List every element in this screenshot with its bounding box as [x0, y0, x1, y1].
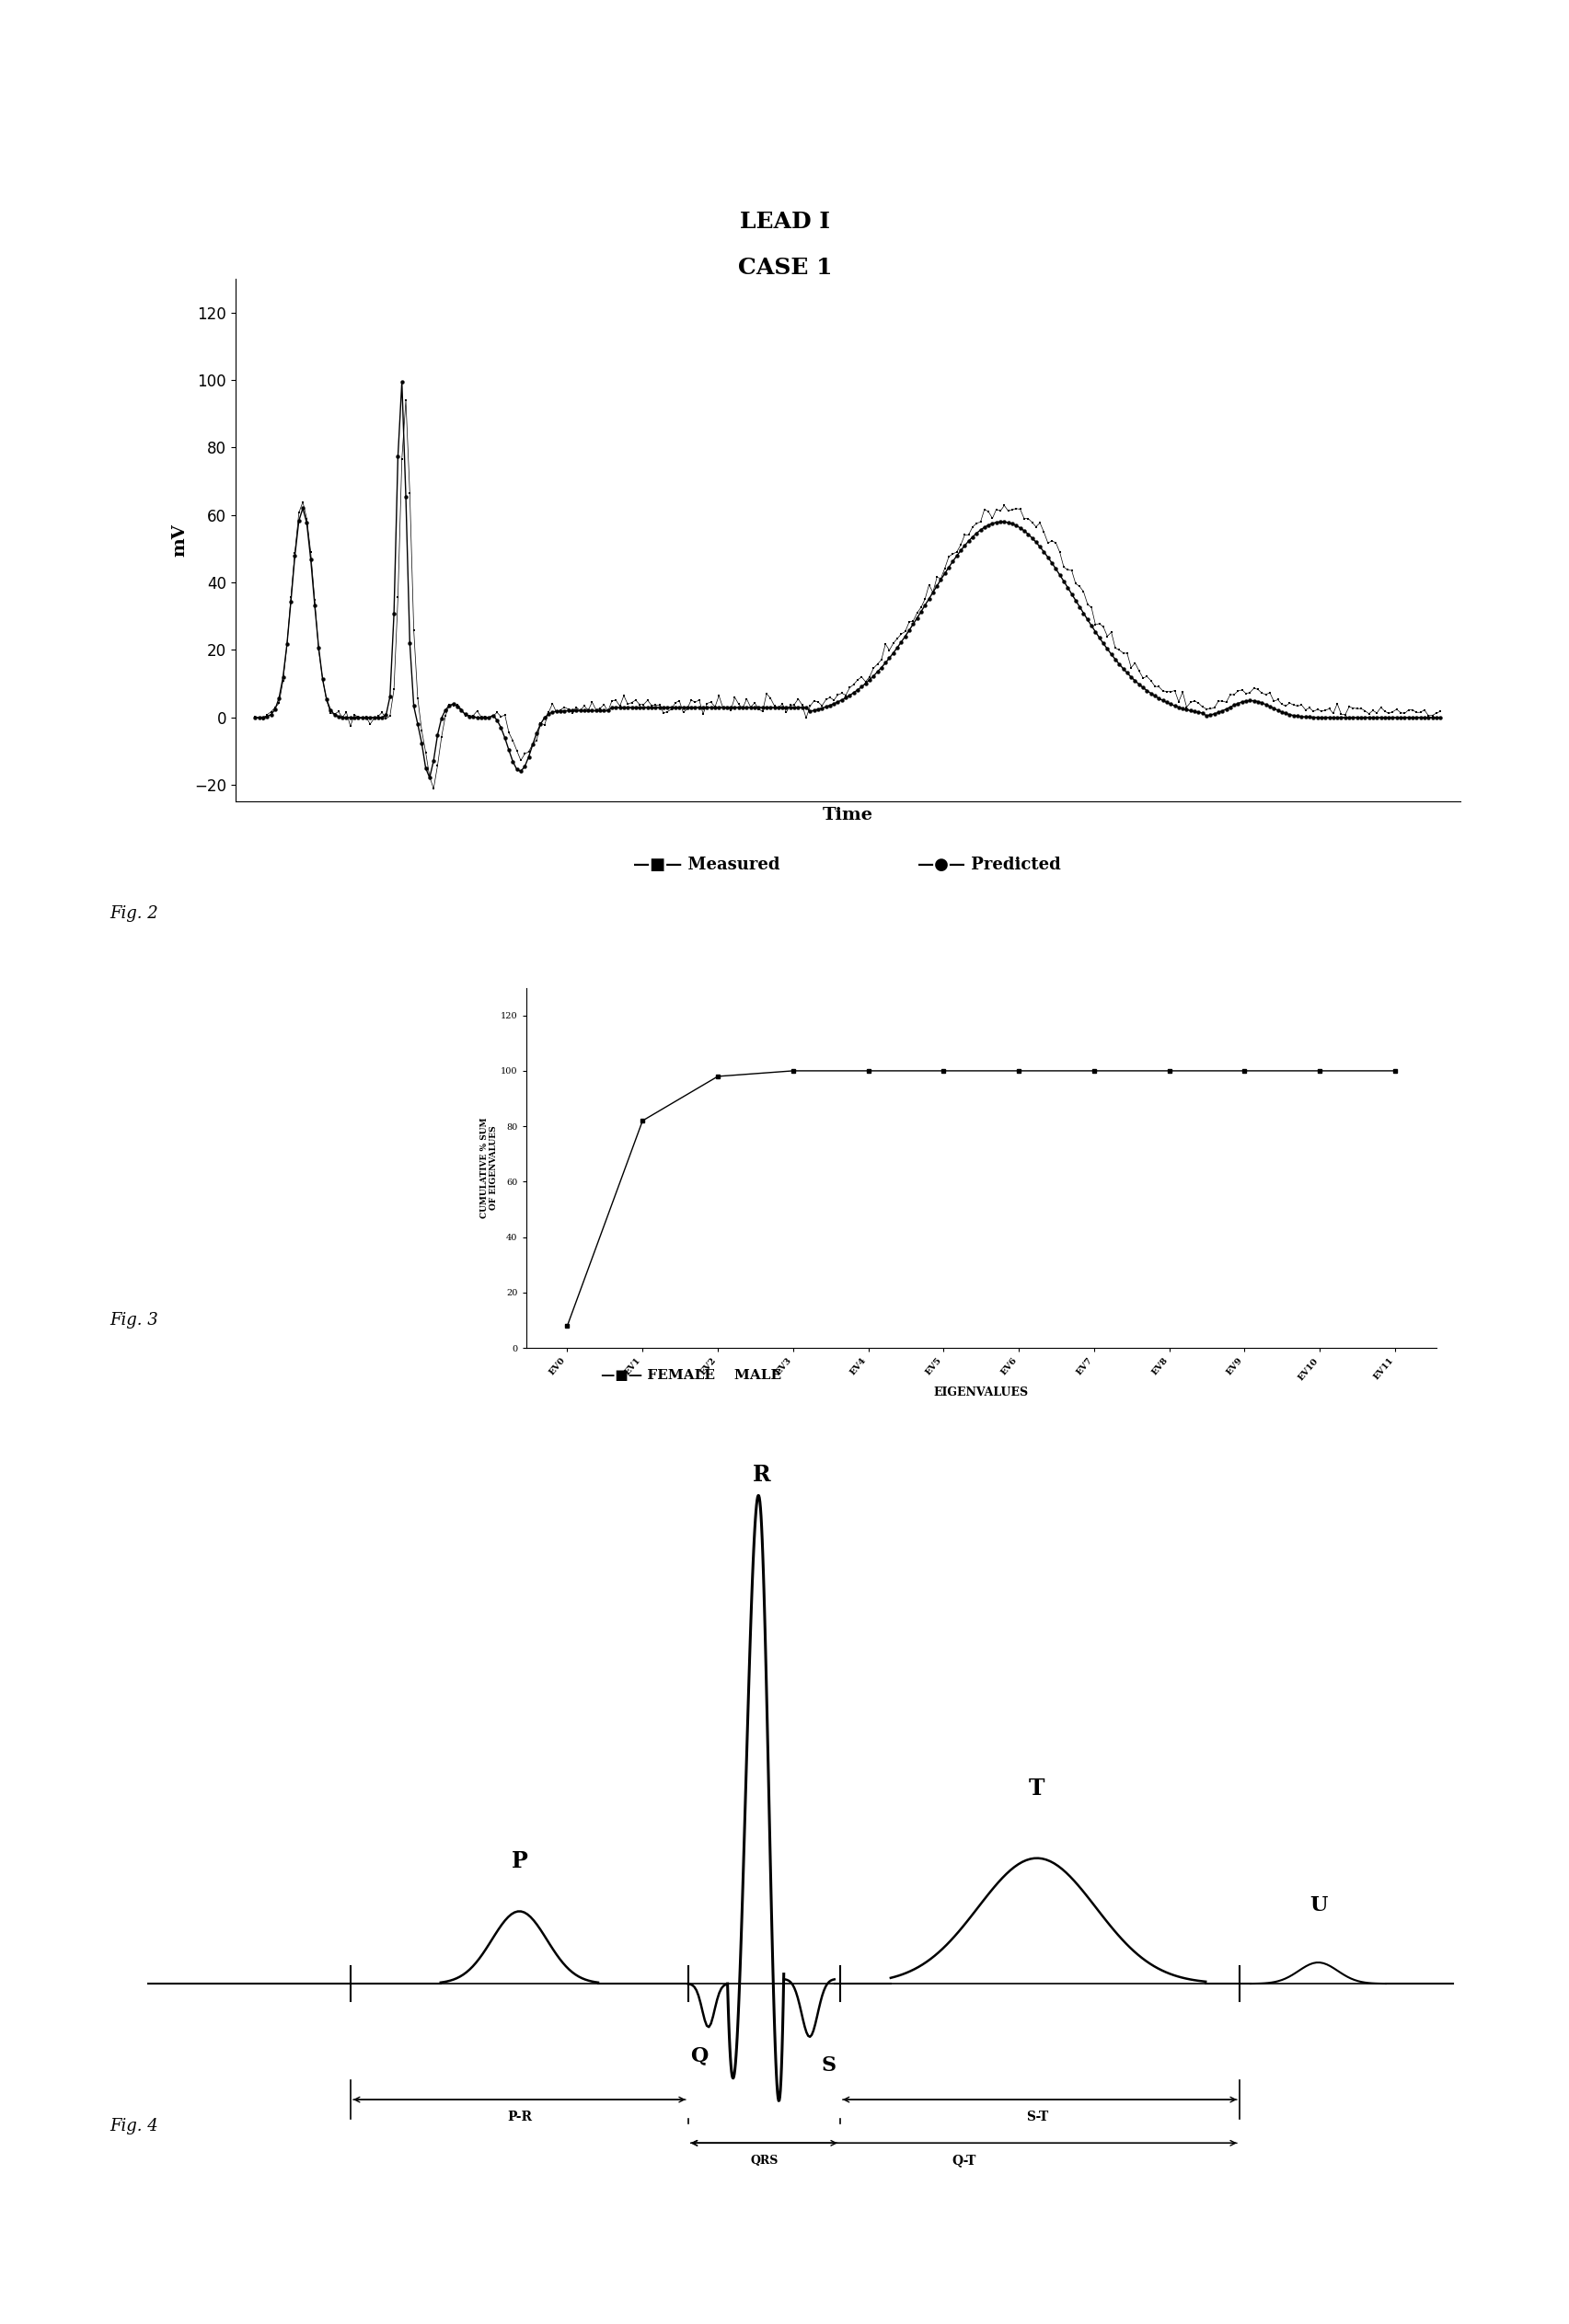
Measured	[1327, 690, 1346, 718]
Text: P-R: P-R	[507, 2110, 532, 2124]
Text: Fig. 3: Fig. 3	[110, 1311, 158, 1329]
X-axis label: Time: Time	[822, 806, 872, 823]
Text: —■— FEMALE    MALE: —■— FEMALE MALE	[601, 1369, 780, 1383]
Measured	[424, 774, 442, 802]
Predicted	[1429, 704, 1448, 732]
X-axis label: EIGENVALUES: EIGENVALUES	[934, 1387, 1028, 1399]
Text: T: T	[1028, 1778, 1045, 1801]
Predicted	[954, 532, 973, 560]
Line: Predicted: Predicted	[253, 381, 1442, 779]
Measured	[979, 497, 998, 525]
Predicted	[1252, 688, 1271, 716]
Measured	[954, 521, 973, 548]
Predicted	[1327, 704, 1346, 732]
Y-axis label: mV: mV	[171, 523, 188, 558]
Measured	[959, 521, 977, 548]
Predicted	[979, 511, 998, 539]
Text: S: S	[821, 2054, 836, 2075]
Text: LEAD I: LEAD I	[739, 209, 830, 232]
Measured	[1429, 697, 1448, 725]
Text: Fig. 2: Fig. 2	[110, 904, 158, 923]
Text: —●— Predicted: —●— Predicted	[916, 855, 1061, 874]
Measured	[1252, 679, 1271, 706]
Text: Q: Q	[690, 2045, 708, 2066]
Predicted	[249, 704, 268, 732]
Text: U: U	[1309, 1896, 1326, 1915]
Text: CASE 1: CASE 1	[737, 256, 832, 279]
Text: P: P	[511, 1850, 527, 1873]
Predicted	[420, 765, 439, 792]
Measured	[249, 704, 268, 732]
Predicted	[246, 704, 265, 732]
Y-axis label: CUMULATIVE % SUM
OF EIGENVALUES: CUMULATIVE % SUM OF EIGENVALUES	[480, 1118, 497, 1218]
Text: R: R	[752, 1464, 770, 1485]
Measured	[397, 386, 416, 414]
Predicted	[959, 528, 977, 555]
Measured	[246, 702, 265, 730]
Text: Fig. 4: Fig. 4	[110, 2117, 158, 2136]
Text: QRS: QRS	[750, 2154, 778, 2166]
Text: S-T: S-T	[1025, 2110, 1048, 2124]
Predicted	[392, 367, 411, 395]
Text: —■— Measured: —■— Measured	[632, 855, 780, 874]
Line: Measured: Measured	[254, 400, 1440, 790]
Text: Q-T: Q-T	[951, 2154, 976, 2166]
